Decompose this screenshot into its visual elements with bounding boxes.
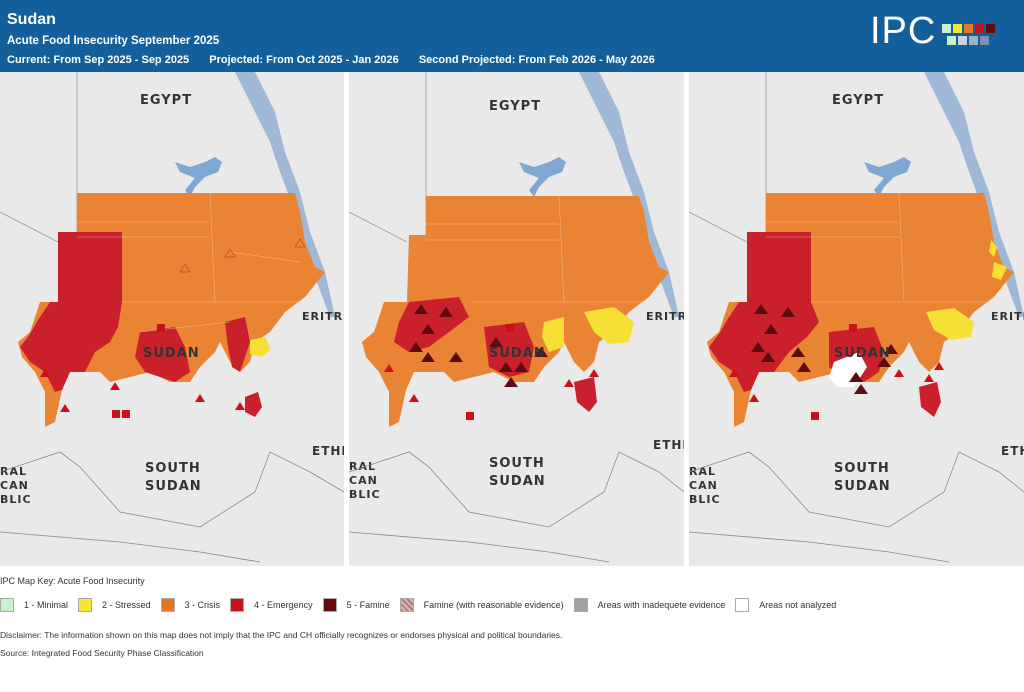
- label-egypt: EGYPT: [832, 93, 884, 108]
- map-legend: 1 - Minimal 2 - Stressed 3 - Crisis 4 - …: [0, 597, 846, 613]
- legend-swatch-inadequate: [573, 598, 588, 612]
- label-sudan: SUDAN: [143, 346, 200, 361]
- logo-square-crisis: [964, 24, 973, 33]
- legend-swatch-famine-hatched: [399, 598, 414, 612]
- legend-swatch-minimal: [0, 598, 14, 612]
- source-text: Source: Integrated Food Security Phase C…: [0, 648, 204, 658]
- logo-square-light: [947, 36, 956, 45]
- legend-swatch-stressed: [78, 598, 93, 612]
- legend-label: 1 - Minimal: [24, 600, 69, 610]
- logo-square-stressed: [953, 24, 962, 33]
- label-car-3: BLIC: [349, 488, 381, 501]
- current-period: Current: From Sep 2025 - Sep 2025: [7, 54, 190, 66]
- legend-label: 4 - Emergency: [254, 600, 313, 610]
- analysis-periods: Current: From Sep 2025 - Sep 2025 Projec…: [7, 54, 672, 66]
- label-sudan: SUDAN: [834, 346, 891, 361]
- label-sudan: SUDAN: [489, 346, 546, 361]
- legend-item-famine-reasonable-evidence: Famine (with reasonable evidence): [399, 598, 564, 612]
- label-ethiopia: ETHI: [1001, 444, 1024, 458]
- legend-label: Areas with inadequete evidence: [597, 600, 726, 610]
- label-car-3: BLIC: [0, 493, 32, 506]
- legend-label: 5 - Famine: [346, 600, 390, 610]
- camp-icons: [40, 369, 245, 412]
- label-south-sudan-2: SUDAN: [489, 474, 546, 489]
- panel-divider: [684, 72, 689, 566]
- label-ethiopia: ETHI: [653, 438, 684, 452]
- label-ethiopia: ETHI: [312, 444, 344, 458]
- logo-square-grey2: [969, 36, 978, 45]
- label-car-3: BLIC: [689, 493, 721, 506]
- page-title: Sudan: [7, 11, 56, 28]
- legend-item-inadequate-evidence: Areas with inadequete evidence: [573, 598, 726, 612]
- label-car-2: CAN: [349, 474, 378, 487]
- logo-square-grey3: [980, 36, 989, 45]
- label-south-sudan-1: SOUTH: [834, 461, 890, 476]
- header-bar: Sudan Acute Food Insecurity September 20…: [0, 0, 1024, 72]
- panel-divider: [344, 72, 349, 566]
- legend-item-stressed: 2 - Stressed: [78, 598, 151, 612]
- legend-swatch-not-analyzed: [735, 598, 750, 612]
- label-egypt: EGYPT: [140, 93, 192, 108]
- legend-item-emergency: 4 - Emergency: [230, 598, 313, 612]
- label-egypt: EGYPT: [489, 99, 541, 114]
- label-south-sudan-1: SOUTH: [489, 456, 545, 471]
- page-subtitle: Acute Food Insecurity September 2025: [7, 35, 220, 47]
- label-car-1: RAL: [689, 465, 716, 478]
- legend-item-not-analyzed: Areas not analyzed: [735, 598, 836, 612]
- label-car-1: RAL: [0, 465, 27, 478]
- label-south-sudan-2: SUDAN: [145, 479, 202, 494]
- legend-item-minimal: 1 - Minimal: [0, 598, 68, 612]
- logo-square-emergency: [975, 24, 984, 33]
- legend-item-famine: 5 - Famine: [322, 598, 390, 612]
- legend-label: 2 - Stressed: [102, 600, 151, 610]
- legend-swatch-famine: [322, 598, 337, 612]
- projected-period: Projected: From Oct 2025 - Jan 2026: [209, 54, 399, 66]
- legend-label: 3 - Crisis: [184, 600, 221, 610]
- label-car-2: CAN: [689, 479, 718, 492]
- legend-swatch-crisis: [160, 598, 175, 612]
- disclaimer-text: Disclaimer: The information shown on thi…: [0, 630, 563, 640]
- label-south-sudan-1: SOUTH: [145, 461, 201, 476]
- legend-item-crisis: 3 - Crisis: [160, 598, 221, 612]
- label-south-sudan-2: SUDAN: [834, 479, 891, 494]
- legend-title: IPC Map Key: Acute Food Insecurity: [0, 576, 145, 586]
- logo-square-minimal: [942, 24, 951, 33]
- label-car-2: CAN: [0, 479, 29, 492]
- logo-square-grey1: [958, 36, 967, 45]
- legend-label: Famine (with reasonable evidence): [423, 600, 564, 610]
- second-projected-period: Second Projected: From Feb 2026 - May 20…: [418, 54, 655, 66]
- legend-swatch-emergency: [230, 598, 245, 612]
- legend-label: Areas not analyzed: [759, 600, 837, 610]
- logo-square-famine: [986, 24, 995, 33]
- ipc-logo-text: IPC: [870, 10, 937, 52]
